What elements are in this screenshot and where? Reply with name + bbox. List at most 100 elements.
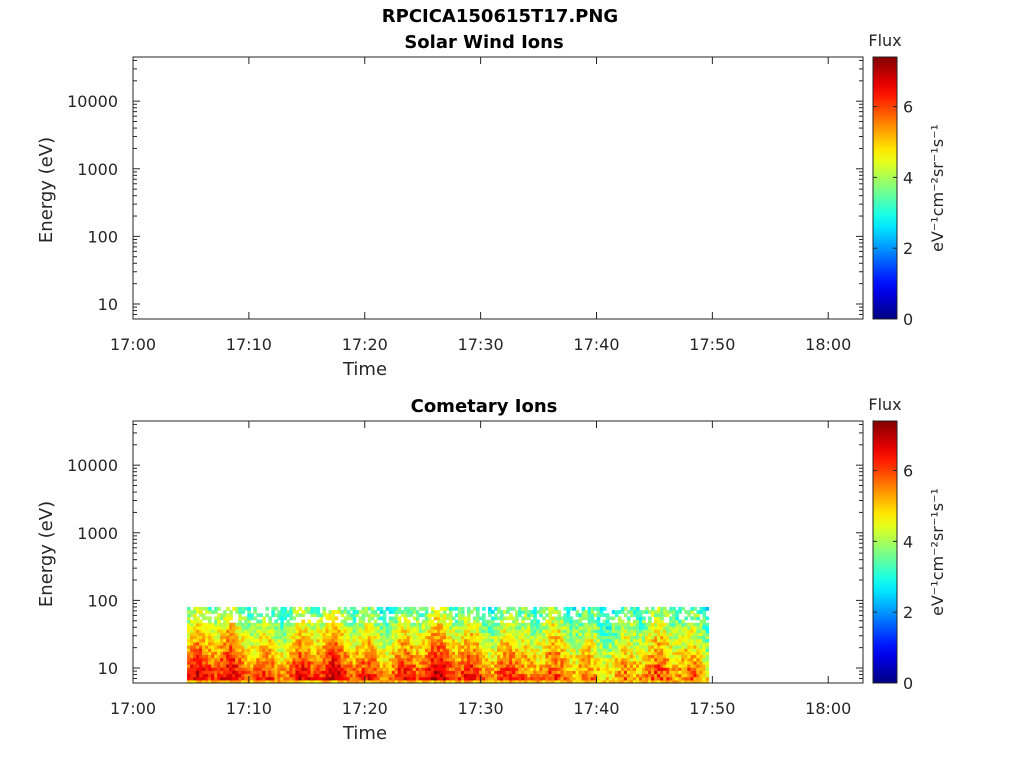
heatmap-cell (298, 629, 303, 633)
heatmap-cell (310, 610, 315, 614)
heatmap-cell (424, 629, 429, 633)
heatmap-cell (340, 625, 345, 630)
heatmap-cell (244, 641, 248, 646)
heatmap-cell (620, 663, 625, 668)
heatmap-cell (488, 657, 492, 662)
heatmap-cell (457, 632, 462, 637)
heatmap-cell (232, 673, 236, 678)
heatmap-cell (193, 663, 197, 668)
heatmap-cell (651, 660, 655, 665)
heatmap-cell (313, 610, 318, 614)
heatmap-cell (424, 648, 429, 652)
heatmap-cell (274, 629, 278, 633)
heatmap-cell (346, 632, 351, 637)
heatmap-cell (256, 654, 260, 659)
heatmap-cell (515, 673, 519, 678)
heatmap-cell (454, 648, 459, 652)
heatmap-cell (611, 676, 616, 681)
heatmap-cell (605, 619, 610, 624)
heatmap-cell (397, 622, 402, 627)
heatmap-cell (687, 670, 691, 675)
heatmap-cell (238, 660, 242, 665)
heatmap-cell (418, 679, 423, 684)
heatmap-cell (256, 641, 260, 646)
heatmap-cell (696, 654, 701, 659)
heatmap-cell (331, 622, 336, 627)
heatmap-cell (373, 625, 378, 630)
heatmap-cell (394, 632, 399, 637)
heatmap-cell (361, 663, 366, 668)
panel-title: Solar Wind Ions (404, 32, 563, 53)
heatmap-cell (639, 641, 643, 646)
heatmap-cell (515, 641, 519, 646)
heatmap-cell (256, 644, 260, 649)
heatmap-cell (346, 670, 351, 675)
heatmap-cell (509, 651, 513, 656)
heatmap-cell (623, 663, 628, 668)
heatmap-cell (476, 670, 480, 675)
heatmap-cell (681, 679, 685, 684)
heatmap-cell (415, 641, 420, 646)
heatmap-cell (325, 629, 330, 633)
heatmap-cell (190, 670, 194, 675)
heatmap-cell (572, 629, 577, 633)
heatmap-cell (672, 679, 676, 684)
heatmap-cell (382, 635, 387, 640)
heatmap-cell (298, 635, 303, 640)
heatmap-cell (226, 638, 230, 643)
heatmap-cell (572, 679, 577, 684)
heatmap-cell (433, 641, 438, 646)
heatmap-cell (202, 673, 206, 678)
heatmap-cell (235, 644, 239, 649)
heatmap-cell (430, 673, 435, 678)
heatmap-cell (298, 641, 303, 646)
heatmap-cell (418, 660, 423, 665)
heatmap-cell (280, 644, 284, 649)
heatmap-cell (229, 625, 233, 630)
heatmap-cell (666, 610, 670, 614)
heatmap-cell (196, 654, 200, 659)
x-tick-label: 17:40 (573, 699, 619, 718)
heatmap-cell (436, 625, 441, 630)
heatmap-cell (581, 667, 586, 671)
heatmap-cell (400, 641, 405, 646)
heatmap-cell (587, 651, 592, 656)
heatmap-cell (205, 651, 209, 656)
heatmap-cell (271, 635, 275, 640)
heatmap-cell (370, 663, 375, 668)
heatmap-cell (295, 638, 300, 643)
heatmap-cell (250, 657, 254, 662)
heatmap-cell (476, 610, 480, 614)
heatmap-cell (687, 610, 691, 614)
heatmap-cell (196, 606, 200, 611)
heatmap-cell (211, 663, 215, 668)
heatmap-cell (295, 613, 300, 618)
heatmap-cell (262, 660, 266, 665)
heatmap-cell (569, 657, 574, 662)
heatmap-cell (241, 629, 245, 633)
heatmap-cell (536, 625, 540, 630)
heatmap-cell (313, 670, 318, 675)
x-tick-label: 17:10 (226, 699, 272, 718)
heatmap-cell (463, 622, 468, 627)
heatmap-cell (319, 667, 324, 671)
heatmap-cell (581, 679, 586, 684)
heatmap-cell (349, 667, 354, 671)
heatmap-cell (539, 622, 543, 627)
heatmap-cell (476, 625, 480, 630)
heatmap-cell (454, 635, 459, 640)
heatmap-cell (190, 619, 194, 624)
heatmap-cell (533, 654, 537, 659)
heatmap-cell (421, 622, 426, 627)
heatmap-cell (196, 679, 200, 684)
heatmap-cell (629, 670, 634, 675)
heatmap-cell (470, 679, 474, 684)
heatmap-cell (500, 657, 504, 662)
heatmap-cell (298, 625, 303, 630)
heatmap-cell (412, 638, 417, 643)
heatmap-cell (699, 676, 704, 681)
heatmap-cell (244, 632, 248, 637)
heatmap-cell (648, 635, 652, 640)
heatmap-cell (572, 654, 577, 659)
heatmap-cell (253, 657, 257, 662)
